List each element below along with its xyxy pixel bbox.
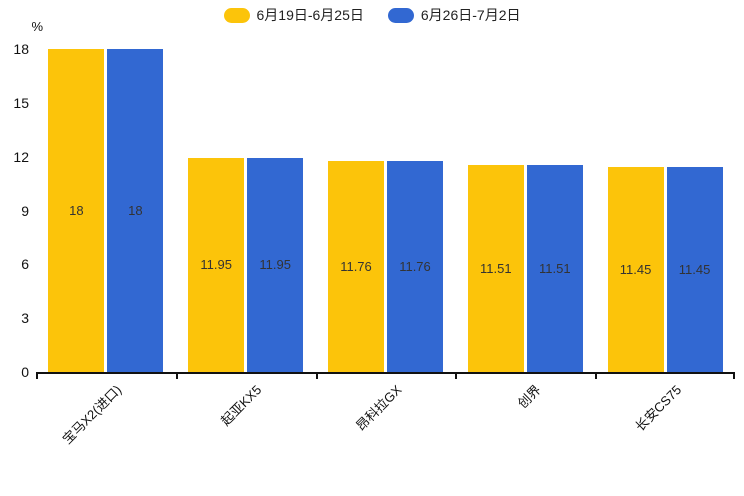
category-label-创界: 创界 (515, 382, 545, 412)
bar-6月26日-7月2日-昂科拉GX[interactable]: 11.76 (387, 160, 443, 372)
bar-value-label: 11.51 (480, 261, 512, 277)
legend-swatch-icon (387, 7, 414, 23)
legend-item-1[interactable]: 6月26日-7月2日 (387, 6, 521, 24)
bar-6月26日-7月2日-宝马X2(进口)[interactable]: 18 (107, 49, 164, 372)
legend-item-label: 6月26日-7月2日 (420, 7, 521, 23)
y-tick-label: 15 (13, 94, 29, 111)
bar-value-label: 11.76 (340, 258, 372, 274)
category-label-起亚KX5: 起亚KX5 (218, 382, 265, 429)
legend-item-0[interactable]: 6月19日-6月25日 (223, 6, 364, 24)
y-tick-label: 0 (21, 364, 29, 380)
x-axis-tick (733, 372, 735, 379)
category-label-昂科拉GX: 昂科拉GX (352, 382, 405, 434)
x-axis-line (36, 372, 735, 374)
bar-value-label: 11.95 (200, 257, 232, 273)
x-axis-tick (455, 372, 458, 379)
legend-item-label: 6月19日-6月25日 (256, 7, 364, 23)
bar-value-label: 11.51 (539, 261, 571, 277)
bar-6月26日-7月2日-创界[interactable]: 11.51 (526, 165, 583, 372)
bar-value-label: 18 (128, 203, 143, 218)
bar-value-label: 18 (69, 203, 84, 218)
bar-6月19日-6月25日-长安CS75[interactable]: 11.45 (607, 166, 664, 372)
bar-6月19日-6月25日-昂科拉GX[interactable]: 11.76 (328, 160, 384, 372)
category-label-长安CS75: 长安CS75 (631, 382, 684, 435)
x-axis-tick (175, 372, 178, 379)
bar-value-label: 11.95 (259, 257, 291, 273)
x-axis-tick (595, 372, 598, 379)
legend-swatch-icon (223, 7, 250, 23)
legend: 6月19日-6月25日 6月26日-7月2日 (0, 6, 744, 24)
y-axis-unit-label: % (31, 19, 43, 34)
bar-value-label: 11.45 (619, 261, 652, 277)
y-tick-label: 9 (21, 202, 29, 219)
x-axis-tick (315, 372, 318, 379)
bar-6月19日-6月25日-起亚KX5[interactable]: 11.95 (188, 157, 245, 372)
bar-6月26日-7月2日-起亚KX5[interactable]: 11.95 (247, 157, 304, 372)
bar-6月26日-7月2日-长安CS75[interactable]: 11.45 (666, 166, 723, 372)
y-tick-label: 6 (21, 256, 29, 273)
bar-value-label: 11.76 (399, 258, 431, 274)
y-tick-label: 3 (21, 310, 29, 327)
bar-6月19日-6月25日-宝马X2(进口)[interactable]: 18 (48, 49, 105, 372)
bar-value-label: 11.45 (678, 261, 711, 277)
bar-6月19日-6月25日-创界[interactable]: 11.51 (467, 165, 524, 372)
x-axis-tick (36, 372, 38, 379)
y-tick-label: 12 (13, 148, 29, 165)
category-label-宝马X2(进口): 宝马X2(进口) (59, 382, 125, 447)
y-tick-label: 18 (13, 41, 29, 57)
